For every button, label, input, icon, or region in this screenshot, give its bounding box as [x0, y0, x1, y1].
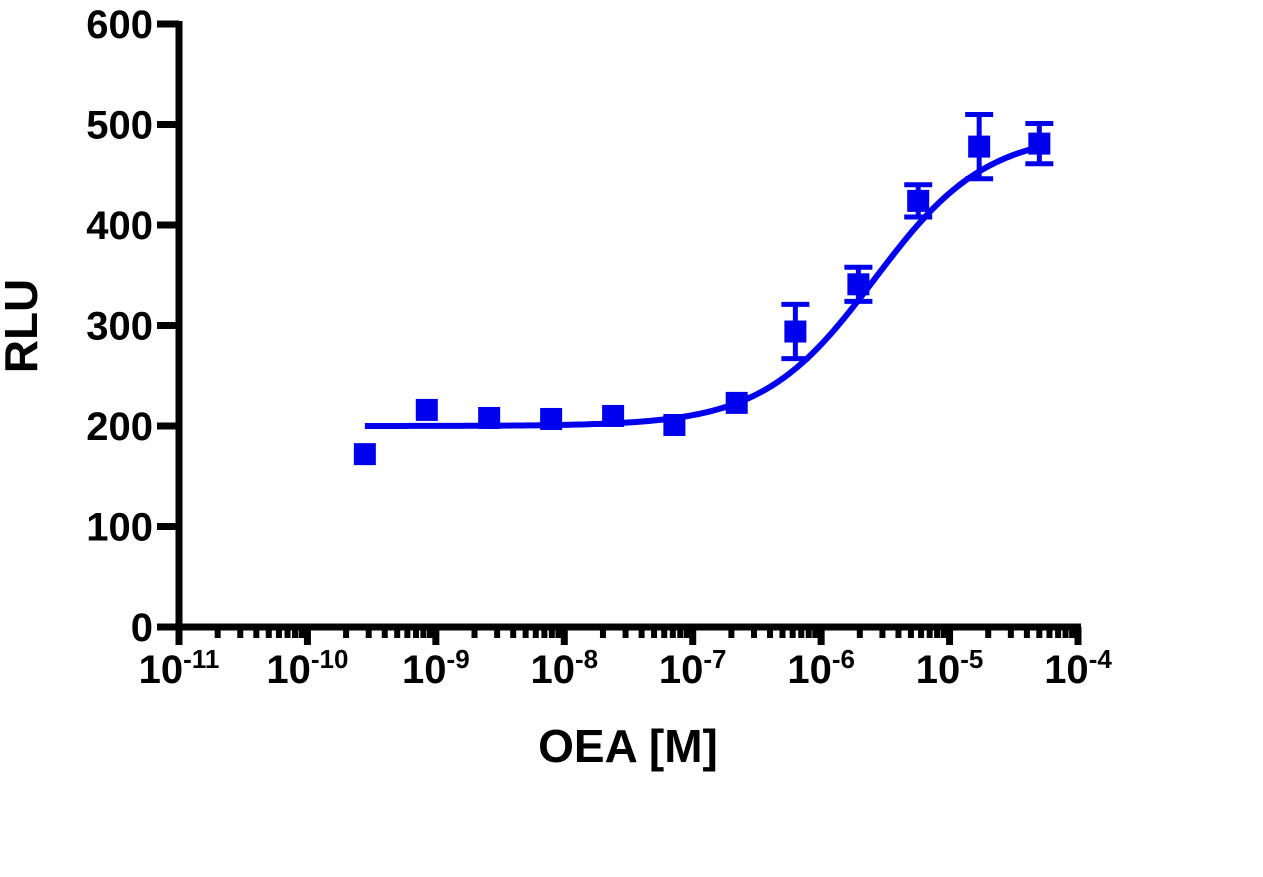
y-tick-label: 300: [86, 305, 153, 349]
x-tick-label: 10-8: [530, 644, 598, 692]
data-point: [602, 404, 625, 427]
data-point: [907, 189, 930, 212]
y-tick-label: 400: [86, 204, 153, 248]
data-point: [1028, 132, 1051, 155]
x-tick-label: 10-6: [787, 644, 855, 692]
data-points: [353, 111, 1054, 466]
y-tick-label: 600: [86, 3, 153, 47]
x-tick-label: 10-11: [139, 644, 220, 692]
data-point: [540, 407, 563, 430]
y-axis-title: RLU: [0, 279, 47, 374]
x-tick-label: 10-4: [1044, 644, 1112, 692]
data-point: [415, 398, 438, 421]
data-point: [478, 406, 501, 429]
x-ticks: 10-11 10-10 10-9 10-8 10-7 10-6 10-5 10-4: [139, 627, 1112, 692]
y-ticks: 0 100 200 300 400 500 600: [86, 3, 179, 650]
y-tick-label: 500: [86, 104, 153, 148]
y-tick-label: 200: [86, 405, 153, 449]
x-tick-label: 10-10: [266, 644, 348, 692]
data-point: [784, 320, 807, 343]
axes: [175, 21, 1081, 631]
data-point: [725, 391, 748, 414]
data-point: [663, 413, 686, 436]
x-tick-label: 10-5: [916, 644, 984, 692]
x-axis-title: OEA [M]: [538, 720, 718, 772]
fit-curve: [364, 144, 1041, 429]
x-tick-label: 10-9: [402, 644, 470, 692]
y-tick-label: 100: [86, 506, 153, 550]
data-point: [847, 273, 870, 296]
x-tick-label: 10-7: [659, 644, 727, 692]
y-tick-label: 0: [131, 606, 153, 650]
data-point: [968, 135, 991, 158]
data-point: [353, 443, 376, 466]
